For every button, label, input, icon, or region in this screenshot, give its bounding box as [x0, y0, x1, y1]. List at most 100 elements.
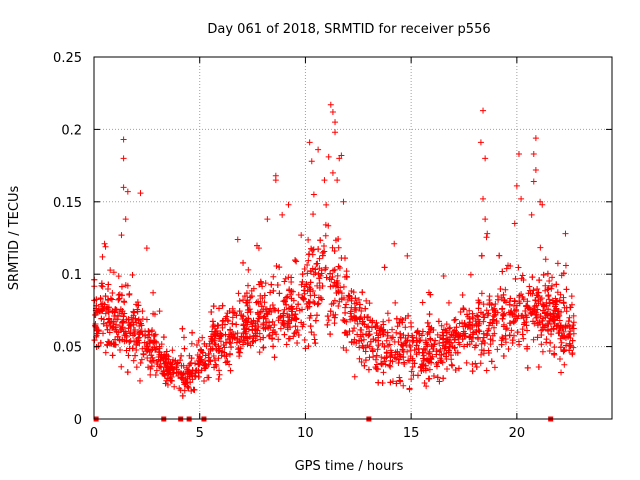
data-point: [222, 331, 229, 338]
data-point: [498, 294, 505, 301]
data-point: [202, 352, 209, 359]
data-point: [101, 316, 108, 323]
data-point: [189, 376, 196, 383]
data-point: [187, 379, 194, 386]
data-point: [419, 299, 426, 306]
data-point: [430, 372, 437, 379]
data-point: [523, 322, 530, 329]
data-points: [91, 101, 577, 399]
data-point: [137, 190, 144, 197]
data-point: [112, 336, 119, 343]
data-point: [305, 343, 312, 350]
data-point: [428, 359, 435, 366]
data-point: [151, 337, 158, 344]
data-point: [558, 339, 565, 346]
data-point: [94, 330, 101, 337]
data-point: [304, 262, 311, 269]
data-point: [266, 319, 273, 326]
data-point: [401, 360, 408, 367]
data-point: [216, 335, 223, 342]
data-point: [216, 367, 223, 374]
data-point: [146, 340, 153, 347]
data-point: [186, 373, 193, 380]
data-point: [228, 331, 235, 338]
data-point: [98, 315, 105, 322]
data-point: [205, 374, 212, 381]
data-point: [525, 304, 532, 311]
data-point: [561, 304, 568, 311]
data-point: [228, 344, 235, 351]
data-point: [542, 282, 549, 289]
data-point: [329, 169, 336, 176]
data-point: [455, 334, 462, 341]
data-point: [347, 316, 354, 323]
data-point: [344, 331, 351, 338]
data-point: [464, 341, 471, 348]
data-point: [512, 275, 519, 282]
data-point: [520, 296, 527, 303]
data-point: [480, 301, 487, 308]
data-point: [437, 357, 444, 364]
data-point: [281, 331, 288, 338]
data-point: [518, 195, 525, 202]
data-point: [323, 274, 330, 281]
data-point: [566, 331, 573, 338]
data-point: [490, 313, 497, 320]
data-point: [306, 139, 313, 146]
data-point: [325, 153, 332, 160]
data-point: [551, 351, 558, 358]
data-point: [224, 317, 231, 324]
data-point: [239, 316, 246, 323]
data-point: [396, 356, 403, 363]
data-point: [201, 362, 208, 369]
data-point: [177, 387, 184, 394]
data-point: [268, 281, 275, 288]
data-point: [192, 360, 199, 367]
data-point: [126, 339, 133, 346]
data-point: [529, 309, 536, 316]
data-point: [534, 334, 541, 341]
data-point: [233, 321, 240, 328]
data-point: [560, 270, 567, 277]
data-point: [427, 335, 434, 342]
data-point: [150, 357, 157, 364]
data-point: [351, 373, 358, 380]
data-point: [392, 299, 399, 306]
data-point: [400, 354, 407, 361]
data-point: [249, 338, 256, 345]
data-point: [470, 329, 477, 336]
data-point: [358, 358, 365, 365]
data-point: [405, 312, 412, 319]
data-point: [301, 290, 308, 297]
data-point: [142, 332, 149, 339]
data-point: [312, 266, 319, 273]
data-point: [327, 270, 334, 277]
data-point: [331, 320, 338, 327]
data-point: [493, 318, 500, 325]
data-point: [370, 336, 377, 343]
data-point: [244, 335, 251, 342]
data-point: [180, 370, 187, 377]
data-point: [240, 333, 247, 340]
data-point: [411, 360, 418, 367]
data-point: [380, 369, 387, 376]
data-point: [354, 331, 361, 338]
data-point: [537, 313, 544, 320]
data-point: [442, 341, 449, 348]
data-point: [404, 252, 411, 259]
data-point: [302, 345, 309, 352]
data-point: [485, 349, 492, 356]
data-point: [519, 312, 526, 319]
data-point: [408, 323, 415, 330]
data-point: [537, 244, 544, 251]
data-point: [317, 237, 324, 244]
data-point: [118, 232, 125, 239]
data-point: [193, 342, 200, 349]
data-point: [306, 284, 313, 291]
data-point: [331, 297, 338, 304]
data-point: [366, 300, 373, 307]
data-point: [324, 321, 331, 328]
data-point: [271, 322, 278, 329]
data-point: [163, 348, 170, 355]
